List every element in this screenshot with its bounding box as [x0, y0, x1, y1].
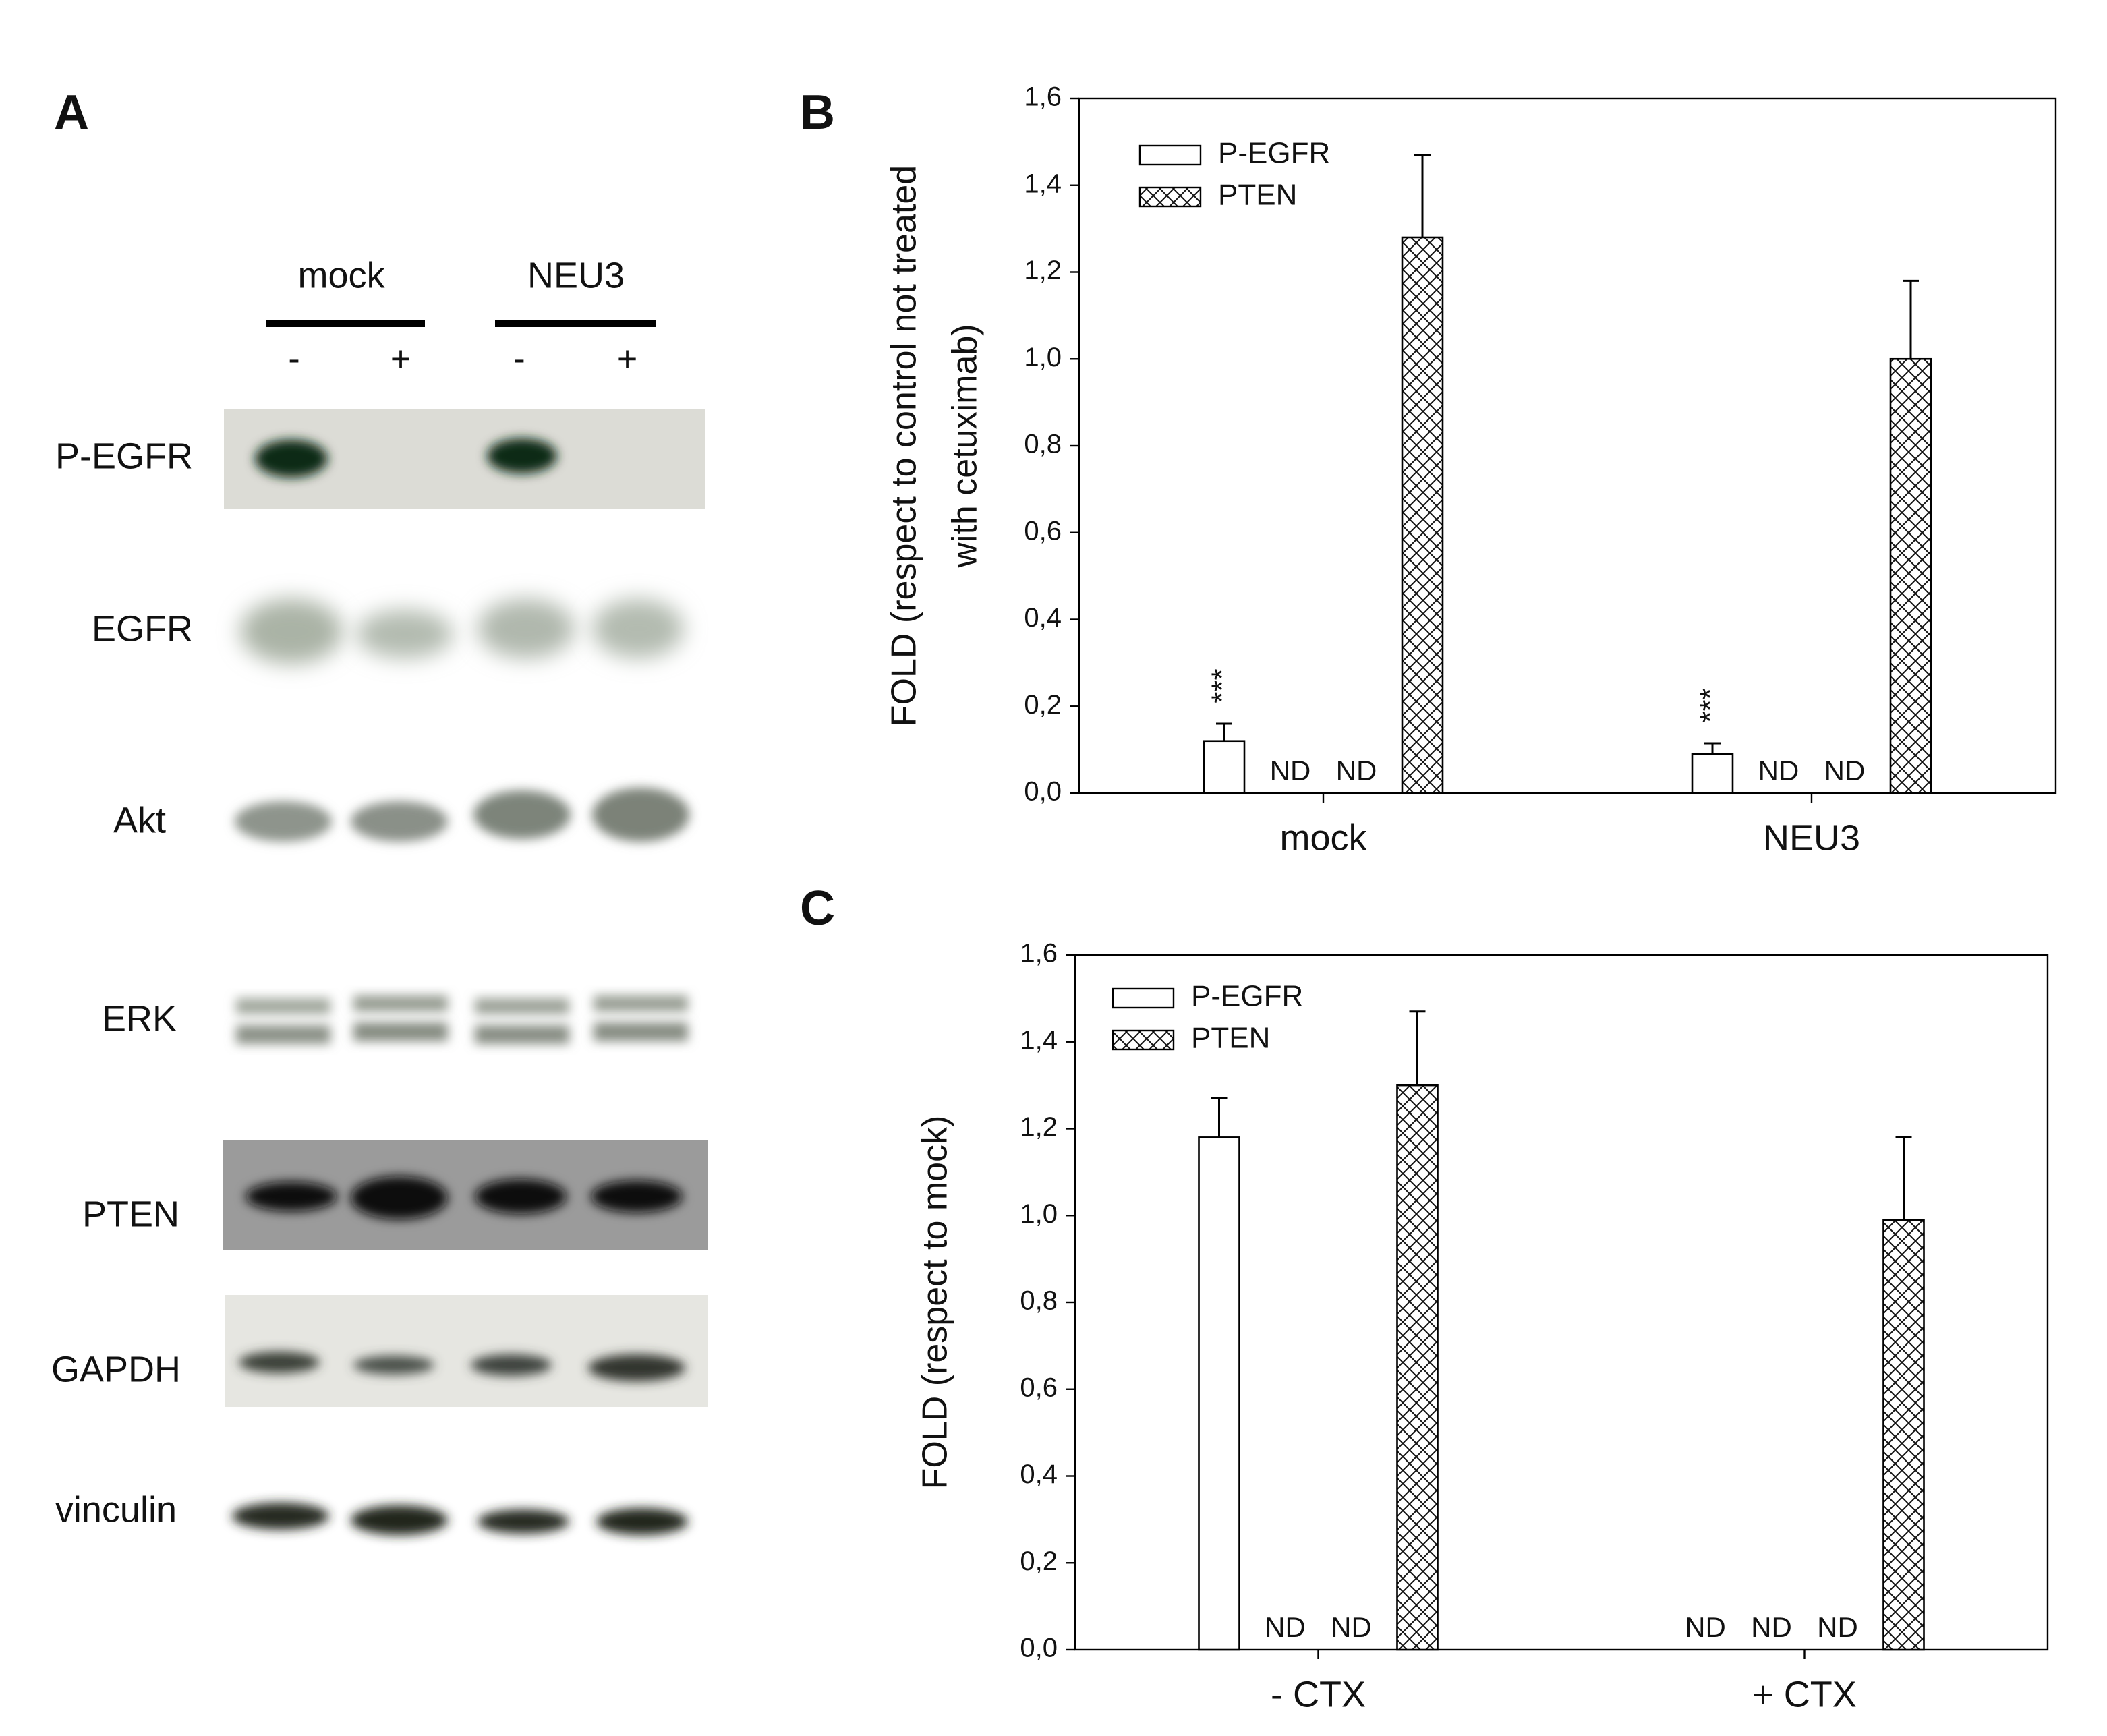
y-tick-label: 1,6: [1024, 82, 1062, 112]
y-tick-label: 1,4: [1020, 1025, 1058, 1055]
panel-label: A: [54, 86, 89, 140]
significance-label: ***: [1694, 688, 1727, 722]
value-label: ND: [1336, 755, 1377, 786]
x-tick-label: mock: [1279, 817, 1367, 858]
treatment-label: -: [513, 340, 525, 379]
treatment-label: +: [617, 340, 637, 379]
row-label: ERK: [102, 998, 177, 1039]
significance-label: ***: [1206, 668, 1239, 703]
y-axis-label: FOLD (respect to mock): [916, 1116, 955, 1490]
y-tick-label: 1,4: [1024, 169, 1062, 198]
blot-images: [223, 409, 708, 1535]
legend-label: P-EGFR: [1191, 980, 1303, 1013]
y-tick-label: 1,2: [1024, 256, 1062, 285]
y-tick-label: 0,8: [1020, 1286, 1058, 1316]
bar: [1882, 1219, 1925, 1651]
y-tick-label: 0,6: [1024, 516, 1062, 546]
legend-label: PTEN: [1218, 179, 1297, 212]
row-label: P-EGFR: [55, 436, 193, 476]
x-tick-label: - CTX: [1271, 1674, 1366, 1714]
bar: [1198, 1136, 1240, 1651]
value-label: ND: [1751, 1611, 1792, 1643]
treatment-label: +: [391, 340, 411, 379]
panel-label: C: [800, 881, 835, 935]
value-label: ND: [1270, 755, 1311, 786]
row-label: PTEN: [82, 1194, 179, 1234]
legend-swatch: [1138, 144, 1202, 166]
y-tick-label: 0,2: [1020, 1546, 1058, 1576]
legend-swatch: [1138, 186, 1202, 208]
bar: [1401, 236, 1444, 794]
row-label: EGFR: [92, 608, 193, 649]
legend-swatch: [1112, 1029, 1175, 1051]
value-label: ND: [1265, 1611, 1306, 1643]
x-tick-label: NEU3: [1763, 817, 1860, 858]
bar: [1889, 357, 1932, 794]
bar: [1396, 1084, 1439, 1651]
treatment-label: -: [288, 340, 299, 379]
row-label: GAPDH: [51, 1349, 181, 1389]
y-tick-label: 0,0: [1020, 1633, 1058, 1663]
value-label: ND: [1331, 1611, 1372, 1643]
y-tick-label: 0,4: [1020, 1459, 1058, 1489]
y-axis-label: FOLD (respect to control not treated: [885, 165, 924, 726]
bar: [1203, 740, 1246, 794]
value-label: ND: [1824, 755, 1866, 786]
y-tick-label: 1,6: [1020, 939, 1058, 968]
legend-label: P-EGFR: [1218, 137, 1330, 170]
value-label: ND: [1758, 755, 1799, 786]
legend-swatch: [1112, 987, 1175, 1009]
value-label: ND: [1685, 1611, 1726, 1643]
x-tick-label: + CTX: [1752, 1674, 1857, 1714]
panel-a: A mock NEU3 - + - + P-EGFR EGFR Akt ERK …: [51, 86, 708, 1535]
value-label: ND: [1817, 1611, 1858, 1643]
y-tick-label: 0,0: [1024, 777, 1062, 807]
bar: [1691, 753, 1734, 794]
row-label: Akt: [113, 800, 166, 840]
y-axis-label: with cetuximab): [946, 324, 985, 568]
y-tick-label: 1,2: [1020, 1112, 1058, 1142]
y-tick-label: 0,6: [1020, 1372, 1058, 1402]
y-tick-label: 0,8: [1024, 430, 1062, 459]
y-tick-label: 1,0: [1020, 1199, 1058, 1229]
group-label: NEU3: [527, 255, 625, 295]
row-label: vinculin: [55, 1489, 177, 1530]
group-label: mock: [297, 255, 385, 295]
panel-label: B: [800, 86, 835, 140]
y-tick-label: 1,0: [1024, 343, 1062, 372]
legend-label: PTEN: [1191, 1022, 1270, 1055]
y-tick-label: 0,2: [1024, 690, 1062, 720]
y-tick-label: 0,4: [1024, 603, 1062, 633]
